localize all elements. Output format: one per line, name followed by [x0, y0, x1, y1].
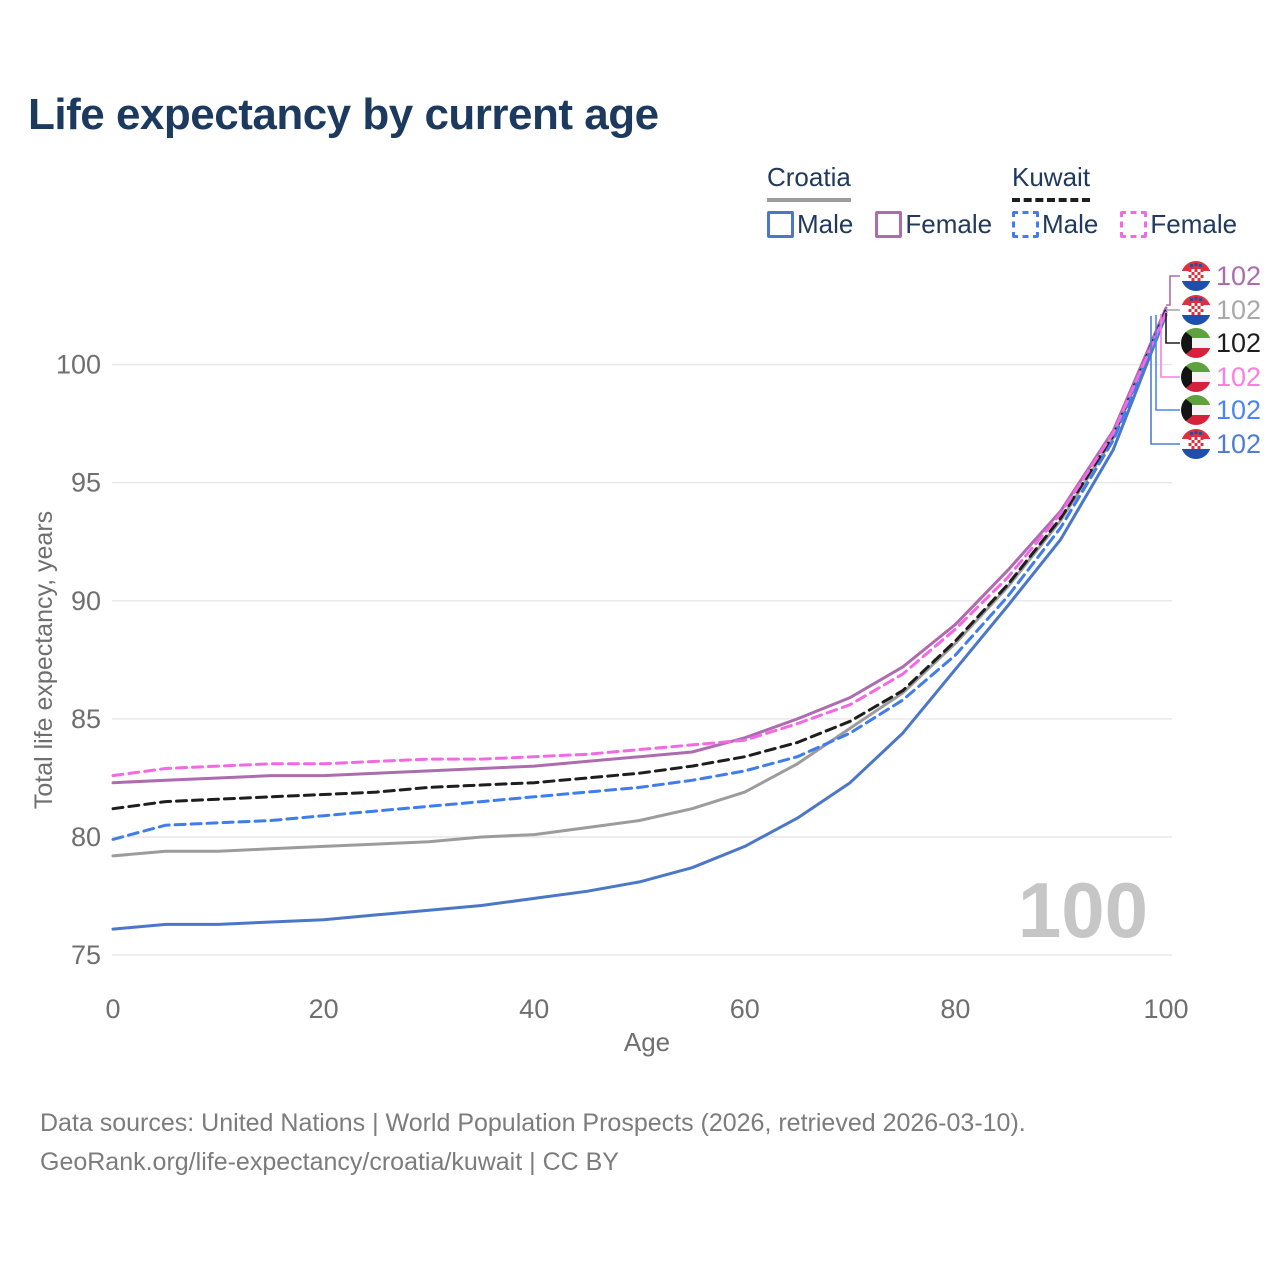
data-source-line: Data sources: United Nations | World Pop… — [40, 1109, 1026, 1137]
legend-item-croatia-male[interactable]: Male — [767, 209, 853, 240]
y-tick-label: 85 — [71, 704, 101, 734]
series-line-kuwait-female — [111, 311, 1168, 778]
kuwait-flag-icon — [1181, 328, 1211, 358]
x-tick-label: 0 — [105, 994, 120, 1024]
legend-item-croatia-female[interactable]: Female — [875, 209, 992, 240]
end-label-leader-line — [1155, 315, 1180, 411]
page-title: Life expectancy by current age — [28, 90, 659, 139]
series-end-label: 102 — [1160, 314, 1261, 392]
series-line-croatia-female — [111, 306, 1168, 785]
series-end-label: 102 — [1165, 313, 1261, 358]
end-label-value: 102 — [1216, 295, 1261, 325]
kuwait-flag-icon — [1181, 395, 1211, 425]
solid-line-swatch-icon — [875, 211, 903, 238]
end-label-leader-line — [1150, 316, 1180, 445]
x-tick-label: 20 — [309, 994, 339, 1024]
data-source-attribution: Data sources: United Nations | World Pop… — [40, 1104, 1026, 1182]
dashed-line-swatch-icon — [1012, 211, 1039, 238]
legend-item-kuwait-female[interactable]: Female — [1120, 209, 1237, 240]
legend-group-croatia: Croatia Male Female — [767, 162, 992, 240]
end-label-value: 102 — [1216, 429, 1261, 459]
series-line-croatia-male — [111, 313, 1168, 931]
legend-item-label: Female — [1150, 209, 1238, 239]
hovered-age-watermark: 100 — [1018, 866, 1148, 954]
x-axis-label: Age — [624, 1027, 670, 1057]
end-label-value: 102 — [1216, 328, 1261, 358]
series-line-kuwait-male — [111, 311, 1168, 841]
x-tick-label: 60 — [730, 994, 760, 1024]
y-tick-label: 75 — [71, 940, 101, 970]
series-end-label: 102 — [1166, 261, 1261, 306]
end-label-value: 102 — [1216, 362, 1261, 392]
legend-group-kuwait: Kuwait Male Female — [1012, 162, 1237, 240]
y-tick-label: 90 — [71, 586, 101, 616]
y-tick-label: 100 — [56, 350, 101, 380]
end-label-value: 102 — [1216, 261, 1261, 291]
legend-country-croatia[interactable]: Croatia — [767, 162, 851, 202]
y-axis-label: Total life expectancy, years — [30, 511, 58, 809]
dashed-line-swatch-icon — [1120, 211, 1148, 238]
series-end-label: 102 — [1155, 315, 1261, 425]
legend-item-label: Male — [1042, 209, 1099, 239]
x-tick-label: 100 — [1143, 994, 1188, 1024]
y-tick-label: 95 — [71, 468, 101, 498]
end-label-leader-line — [1160, 314, 1180, 378]
series-end-label: 102 — [1166, 295, 1261, 325]
source-url-line: GeoRank.org/life-expectancy/croatia/kuwa… — [40, 1148, 619, 1176]
end-label-value: 102 — [1216, 395, 1261, 425]
legend-item-kuwait-male[interactable]: Male — [1012, 209, 1098, 240]
legend-country-kuwait[interactable]: Kuwait — [1012, 162, 1091, 202]
series-end-label: 102 — [1150, 316, 1261, 459]
x-tick-label: 40 — [519, 994, 549, 1024]
kuwait-flag-icon — [1181, 362, 1211, 392]
end-label-leader-line — [1165, 313, 1180, 344]
legend-item-label: Female — [905, 209, 993, 239]
solid-line-swatch-icon — [767, 211, 794, 238]
legend-item-label: Male — [797, 209, 854, 239]
x-tick-label: 80 — [940, 994, 970, 1024]
series-line-croatia — [111, 308, 1168, 858]
y-tick-label: 80 — [71, 822, 101, 852]
croatia-flag-icon — [1181, 429, 1211, 459]
series-line-kuwait — [111, 308, 1168, 811]
croatia-flag-icon — [1181, 261, 1211, 291]
chart-legend: Croatia Male Female Kuwait Male Female — [0, 162, 1280, 242]
croatia-flag-icon — [1181, 295, 1211, 325]
end-label-leader-line — [1166, 275, 1180, 306]
